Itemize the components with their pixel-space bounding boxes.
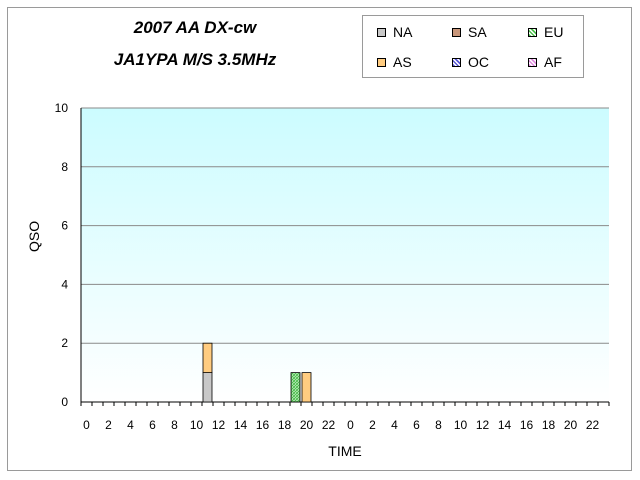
y-tick-label: 0 — [61, 395, 68, 409]
y-tick-label: 4 — [61, 277, 68, 291]
legend-item-as: AS — [377, 54, 412, 70]
plot-area — [81, 108, 609, 402]
bar-na — [202, 372, 213, 403]
bar-as — [301, 372, 312, 403]
legend-swatch-sa — [452, 27, 461, 37]
x-tick-label: 10 — [190, 418, 204, 432]
legend-item-sa: SA — [452, 24, 487, 40]
y-tick-label: 8 — [61, 160, 68, 174]
x-tick-label: 22 — [586, 418, 600, 432]
x-tick-label: 6 — [149, 418, 156, 432]
legend-swatch-oc — [452, 57, 461, 67]
legend-swatch-na — [377, 27, 386, 37]
x-tick-label: 8 — [171, 418, 178, 432]
x-tick-label: 16 — [256, 418, 270, 432]
x-tick-label: 14 — [234, 418, 248, 432]
bar-as — [202, 342, 213, 374]
x-tick-label: 12 — [212, 418, 226, 432]
x-tick-label: 0 — [83, 418, 90, 432]
x-tick-label: 12 — [476, 418, 490, 432]
legend-label-af: AF — [544, 54, 562, 70]
legend-item-eu: EU — [528, 24, 563, 40]
chart-title: 2007 AA DX-cw — [133, 18, 257, 37]
x-tick-label: 20 — [564, 418, 578, 432]
x-tick-label: 18 — [278, 418, 292, 432]
x-tick-label: 10 — [454, 418, 468, 432]
legend-swatch-eu — [528, 27, 537, 37]
y-tick-label: 2 — [61, 336, 68, 350]
legend-label-as: AS — [393, 54, 412, 70]
legend-swatch-as — [377, 57, 386, 67]
x-tick-label: 4 — [127, 418, 134, 432]
legend-item-af: AF — [528, 54, 562, 70]
bar-eu — [290, 372, 301, 403]
x-tick-label: 0 — [347, 418, 354, 432]
x-axis-label: TIME — [328, 443, 361, 459]
legend-label-na: NA — [393, 24, 413, 40]
x-tick-label: 8 — [435, 418, 442, 432]
legend-item-oc: OC — [452, 54, 489, 70]
legend-item-na: NA — [377, 24, 412, 40]
x-tick-label: 22 — [322, 418, 336, 432]
x-tick-label: 14 — [498, 418, 512, 432]
x-tick-label: 4 — [391, 418, 398, 432]
chart-subtitle: JA1YPA M/S 3.5MHz — [113, 50, 277, 69]
chart-legend: NA SA EU AS OC AF — [362, 15, 584, 78]
x-tick-label: 18 — [542, 418, 556, 432]
legend-label-sa: SA — [468, 24, 487, 40]
legend-label-eu: EU — [544, 24, 564, 40]
legend-label-oc: OC — [468, 54, 489, 70]
x-tick-label: 2 — [369, 418, 376, 432]
x-tick-label: 16 — [520, 418, 534, 432]
y-tick-label: 10 — [55, 101, 69, 115]
x-tick-label: 2 — [105, 418, 112, 432]
legend-swatch-af — [528, 57, 537, 67]
x-tick-label: 20 — [300, 418, 314, 432]
y-tick-label: 6 — [61, 219, 68, 233]
x-tick-label: 6 — [413, 418, 420, 432]
